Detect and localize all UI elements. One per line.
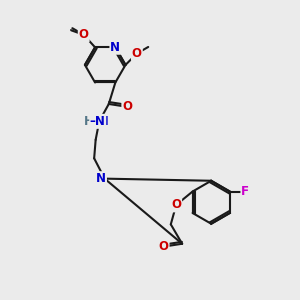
Text: O: O <box>171 198 181 212</box>
Text: N: N <box>96 172 106 185</box>
Text: O: O <box>122 100 132 113</box>
Text: O: O <box>132 47 142 60</box>
Text: H–N: H–N <box>84 115 110 128</box>
Text: O: O <box>159 240 169 253</box>
Text: H: H <box>84 115 94 128</box>
Text: F: F <box>242 185 249 198</box>
Text: –N: –N <box>90 115 106 128</box>
Text: methoxy: methoxy <box>70 29 76 30</box>
Text: O: O <box>79 28 89 41</box>
Text: N: N <box>110 41 120 54</box>
